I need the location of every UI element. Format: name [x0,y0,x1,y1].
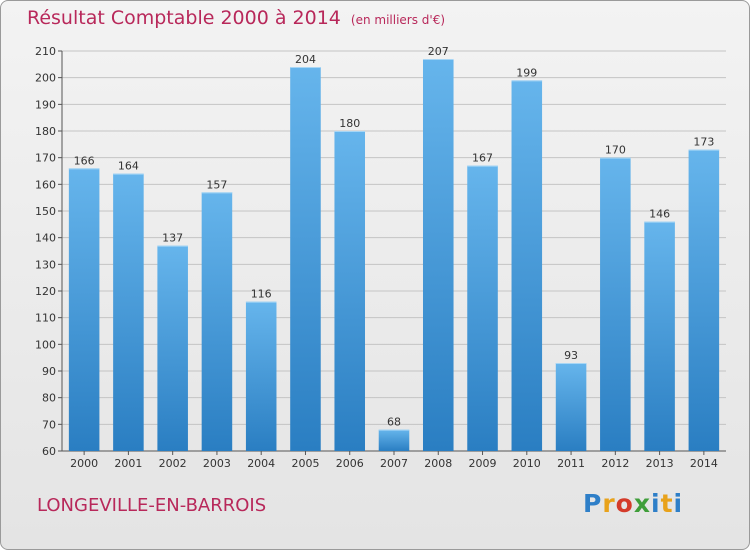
logo-letter: x [633,489,651,518]
x-tick-label: 2001 [114,457,142,470]
y-tick-label: 60 [42,445,56,458]
bar [378,429,410,451]
bar [467,165,498,451]
data-label: 137 [162,232,183,245]
y-tick-label: 210 [35,45,56,58]
logo-letter: P [583,489,603,518]
x-tick-label: 2007 [380,457,408,470]
logo-letter: i [651,489,661,518]
bar [511,80,543,451]
data-label: 116 [251,288,272,301]
x-tick-label: 2003 [203,457,231,470]
y-tick-label: 170 [35,152,56,165]
data-label: 167 [472,152,493,165]
x-tick-label: 2012 [601,457,629,470]
x-tick-label: 2006 [336,457,364,470]
x-tick-label: 2004 [247,457,275,470]
bar [600,157,631,451]
y-tick-label: 200 [35,72,56,85]
x-tick-label: 2010 [513,457,541,470]
bar [245,301,277,451]
data-label: 207 [428,45,449,58]
proxiti-logo[interactable]: Proxiti [583,489,683,518]
chart-title: Résultat Comptable 2000 à 2014 (en millie… [27,7,445,29]
x-tick-label: 2011 [557,457,585,470]
bar [113,173,144,451]
y-tick-label: 80 [42,392,56,405]
title-text: Résultat Comptable 2000 à 2014 [27,7,341,29]
data-label: 180 [339,117,360,130]
y-tick-label: 180 [35,125,56,138]
commune-name: LONGEVILLE-EN-BARROIS [37,495,267,516]
unit-label: (en milliers d'€) [350,13,446,27]
y-tick-label: 150 [35,205,56,218]
y-tick-label: 140 [35,232,56,245]
bar [644,221,675,451]
data-label: 157 [206,178,227,191]
x-tick-label: 2013 [646,457,674,470]
y-tick-label: 120 [35,285,56,298]
data-label: 204 [295,53,316,66]
logo-letter: t [660,489,674,518]
data-label: 199 [516,66,537,79]
data-label: 68 [387,416,401,429]
data-label: 173 [693,136,714,149]
x-tick-label: 2005 [291,457,319,470]
bar [201,192,233,452]
logo-letter: o [615,489,634,518]
y-tick-label: 100 [35,338,56,351]
bar [157,245,188,451]
bar [688,149,720,451]
logo-letter: i [673,489,684,518]
x-tick-label: 2000 [70,457,98,470]
data-label: 164 [118,160,139,173]
y-tick-label: 190 [35,98,56,111]
bar [68,168,100,452]
bar [555,363,587,451]
x-tick-label: 2009 [469,457,497,470]
bar [422,59,454,451]
data-label: 166 [74,154,95,167]
x-tick-label: 2014 [690,457,718,470]
bar [334,131,366,451]
labels: 60 70 80 90 100 110 120 130 140 150 160 170 180 190 20… [35,45,718,470]
x-tick-label: 2002 [159,457,187,470]
logo-letter: r [602,489,616,518]
y-tick-label: 130 [35,258,56,271]
y-tick-label: 110 [35,312,56,325]
y-tick-label: 90 [42,365,56,378]
bar [290,67,321,451]
x-tick-label: 2008 [424,457,452,470]
data-label: 93 [564,349,578,362]
data-label: 146 [649,208,670,221]
y-tick-label: 70 [42,418,56,431]
data-label: 170 [605,144,626,157]
bars [68,59,720,452]
y-tick-label: 160 [35,178,56,191]
